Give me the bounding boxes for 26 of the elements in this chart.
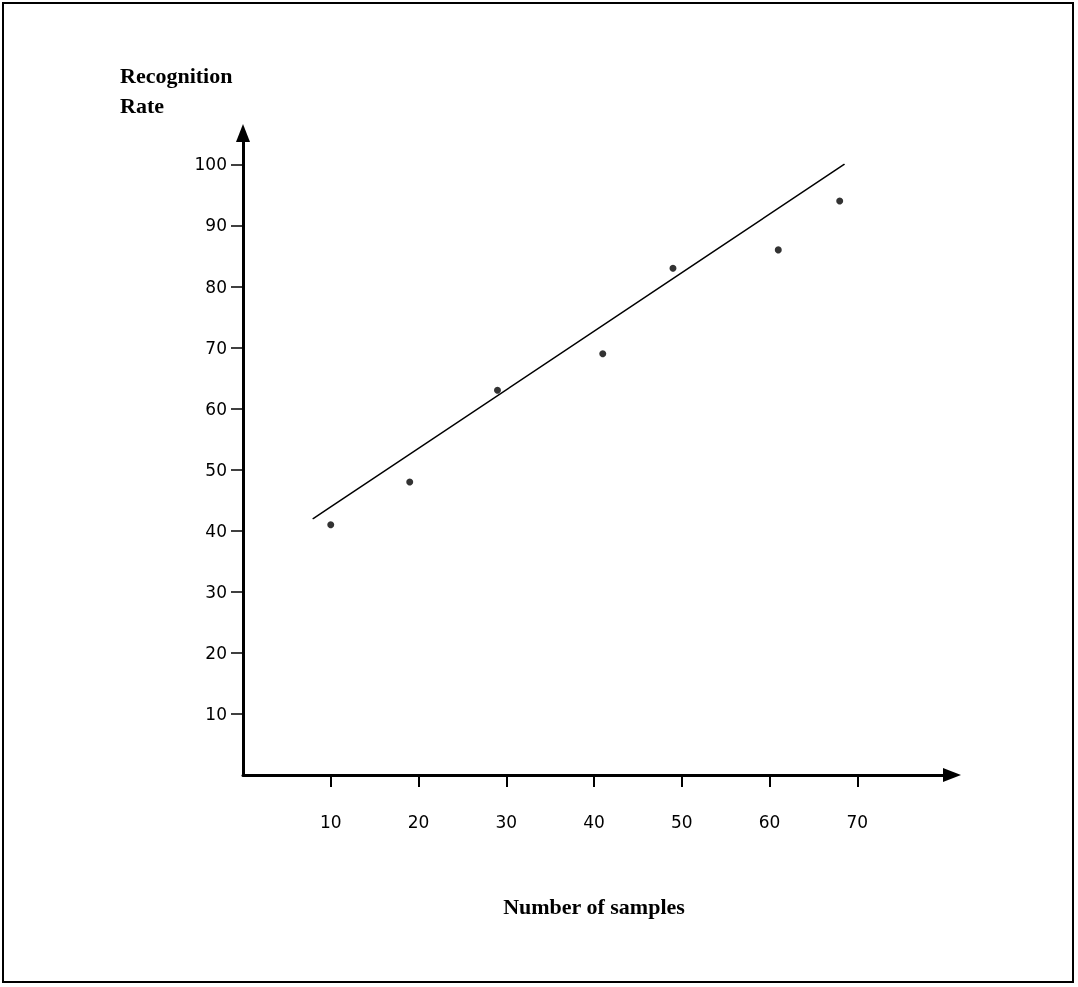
y-tick-label: 60 xyxy=(205,398,227,419)
y-tick-label: 100 xyxy=(194,154,227,175)
point xyxy=(599,350,607,358)
point xyxy=(327,521,335,529)
x-tick-label: 40 xyxy=(583,811,605,832)
x-tick-label: 70 xyxy=(846,811,869,832)
y-tick-label: 20 xyxy=(205,642,227,663)
y-axis-title: Recognition Rate xyxy=(120,62,233,118)
x-tick-label: 30 xyxy=(495,811,518,832)
point xyxy=(493,386,501,394)
x-tick-label: 50 xyxy=(670,811,693,832)
y-tick-label: 30 xyxy=(205,581,227,602)
x-tick-label: 10 xyxy=(319,811,342,832)
y-tick-label: 40 xyxy=(205,520,227,541)
point xyxy=(669,264,677,272)
x-axis-title: Number of samples xyxy=(503,893,686,919)
point xyxy=(406,478,414,486)
y-tick-label: 90 xyxy=(205,215,227,236)
point xyxy=(836,197,844,205)
y-tick-label: 70 xyxy=(205,337,227,358)
x-tick-label: 60 xyxy=(758,811,781,832)
y-tick-label: 50 xyxy=(205,459,227,480)
point xyxy=(774,246,782,254)
y-tick-label: 80 xyxy=(205,276,227,297)
y-tick-label: 10 xyxy=(205,703,227,724)
x-tick-label: 20 xyxy=(407,811,430,832)
